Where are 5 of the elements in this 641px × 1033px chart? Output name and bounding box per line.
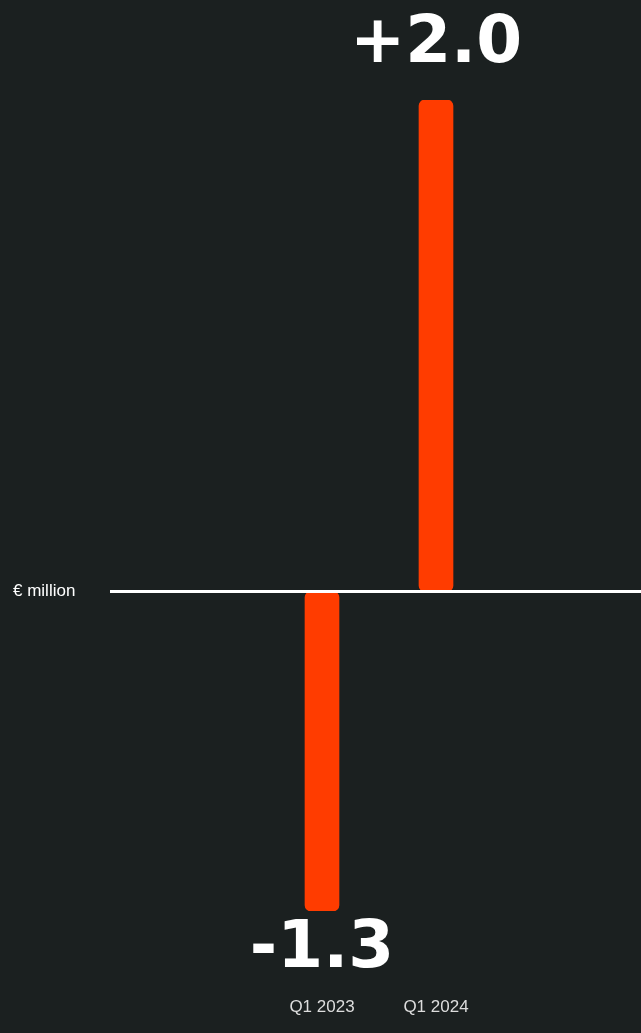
text: € million bbox=[13, 581, 76, 601]
data-label: +2.0 bbox=[349, 1, 523, 79]
x-tick-label: Q1 2024 bbox=[403, 997, 469, 1017]
data-label: -1.3 bbox=[249, 906, 395, 984]
x-tick-label: Q1 2023 bbox=[289, 997, 355, 1017]
